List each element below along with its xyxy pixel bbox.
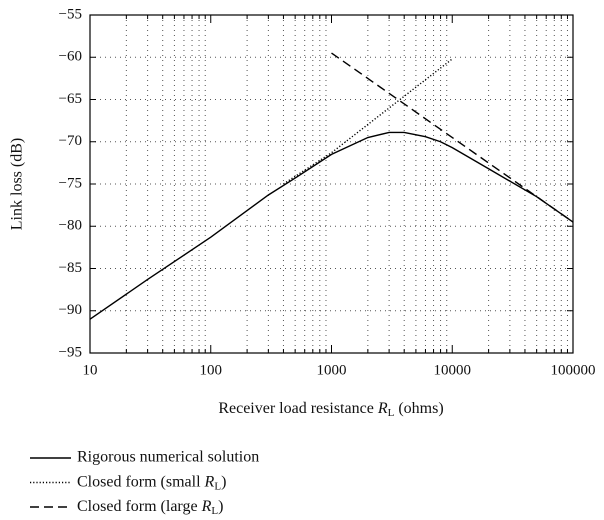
- y-axis-label: Link loss (dB): [9, 138, 26, 230]
- legend-label: Closed form (large RL): [77, 498, 223, 517]
- series-line: [89, 131, 574, 320]
- legend-label: Rigorous numerical solution: [77, 449, 259, 466]
- y-tick-label: −85: [59, 260, 82, 276]
- y-tick-label: −80: [59, 218, 82, 234]
- x-tick-label: 100: [200, 362, 223, 378]
- y-tick-label: −90: [59, 302, 82, 318]
- y-tick-label: −75: [59, 175, 82, 191]
- y-tick-label: −55: [59, 6, 82, 22]
- y-tick-label: −60: [59, 49, 82, 65]
- y-tick-label: −95: [59, 344, 82, 360]
- x-tick-label: 100000: [551, 362, 596, 378]
- y-tick-label: −70: [59, 133, 82, 149]
- x-tick-label: 10: [83, 362, 98, 378]
- x-tick-label: 10000: [434, 362, 472, 378]
- plot-frame: [89, 14, 574, 354]
- series-line: [331, 52, 574, 223]
- x-tick-label: 1000: [317, 362, 347, 378]
- y-tick-label: −65: [59, 91, 82, 107]
- x-axis-label: Receiver load resistance RL (ohms): [218, 400, 443, 419]
- legend-label: Closed form (small RL): [77, 473, 226, 492]
